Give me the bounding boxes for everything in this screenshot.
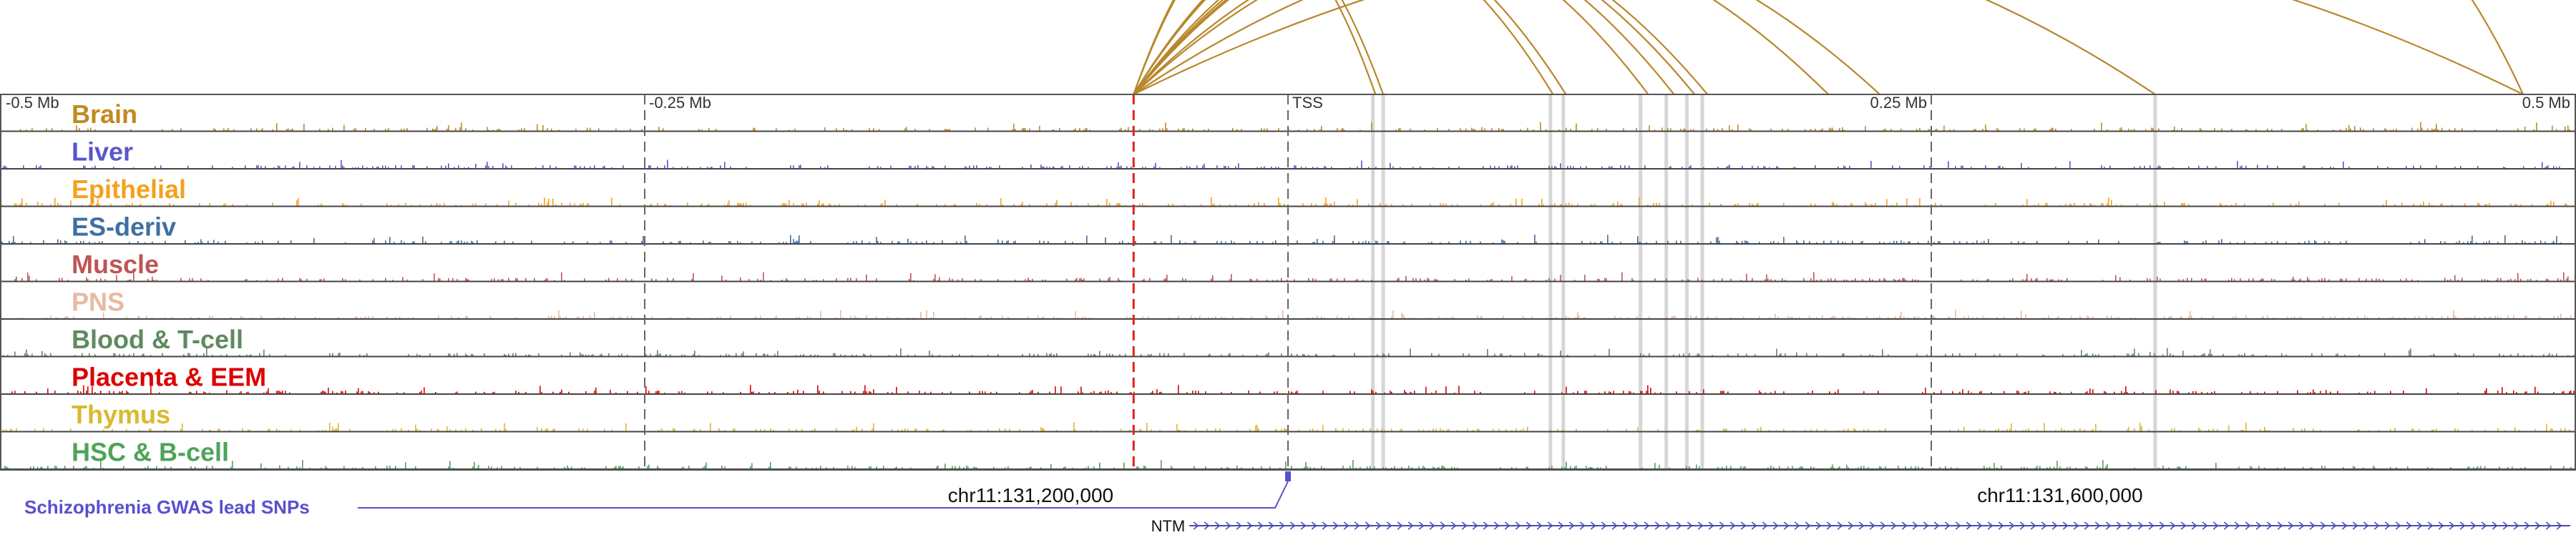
- tick-label: -0.25 Mb: [649, 94, 711, 112]
- track-muscle: Muscle: [1, 250, 2575, 283]
- interaction-arc: [2471, 0, 2524, 95]
- position-axis: -0.5 Mb -0.25 Mb TSS 0.25 Mb 0.5 Mb: [6, 94, 2570, 470]
- tick-label: -0.5 Mb: [6, 94, 59, 112]
- interaction-arc: [1133, 0, 1554, 95]
- track-liver: Liver: [1, 137, 2575, 170]
- annotation-area: Schizophrenia GWAS lead SNPs chr11:131,20…: [24, 471, 2570, 535]
- interaction-arc: [1133, 0, 1385, 95]
- track-blood-t-cell: Blood & T-cell: [1, 325, 2575, 358]
- track-label: Muscle: [72, 250, 159, 279]
- interaction-arc: [1133, 0, 1567, 95]
- signal-peaks: [3, 347, 2575, 356]
- tick-label: TSS: [1292, 94, 1323, 112]
- interaction-arc: [1133, 0, 1377, 95]
- track-label: Placenta & EEM: [72, 363, 266, 392]
- track-es-deriv: ES-deriv: [1, 212, 2575, 245]
- genomic-coordinate-label: chr11:131,200,000: [948, 484, 1113, 506]
- interaction-arc: [1133, 0, 1675, 95]
- signal-peaks: [3, 159, 2560, 168]
- track-label: HSC & B-cell: [72, 438, 229, 467]
- track-label: Brain: [72, 99, 137, 129]
- signal-peaks: [20, 122, 2570, 131]
- gene-strand-arrows: [1193, 521, 2562, 530]
- track-label: Liver: [72, 137, 133, 167]
- tracks-panel: Brain Liver Epithelial ES-deriv Muscle PNS Blo…: [0, 94, 2576, 471]
- signal-peaks: [4, 460, 2572, 468]
- interaction-arc: [1133, 0, 1708, 95]
- gwas-leader-line: [358, 481, 1289, 509]
- signal-peaks: [3, 422, 2570, 431]
- interaction-arc: [1133, 0, 2156, 95]
- track-label: Blood & T-cell: [72, 325, 243, 354]
- track-label: PNS: [72, 288, 125, 317]
- interaction-arc: [1133, 0, 1649, 95]
- signal-peaks: [14, 272, 2569, 281]
- track-label: Thymus: [72, 400, 170, 429]
- genomic-coordinate-label: chr11:131,600,000: [1977, 484, 2142, 506]
- interaction-arc: [1133, 0, 1880, 95]
- signal-peaks: [1, 197, 2567, 206]
- track-label: ES-deriv: [72, 212, 176, 242]
- track-label: Epithelial: [72, 175, 186, 204]
- gene-name-label: NTM: [1151, 517, 1186, 535]
- gwas-track-label: Schizophrenia GWAS lead SNPs: [24, 496, 310, 518]
- signal-peaks: [1, 235, 2562, 243]
- gwas-snp-marker[interactable]: [1285, 471, 1291, 481]
- interaction-arc: [1133, 0, 1696, 95]
- signal-peaks: [11, 385, 2575, 393]
- interaction-arc: [1133, 0, 2524, 95]
- chromatin-interaction-arcs: [1133, 0, 2524, 95]
- tick-label: 0.25 Mb: [1870, 94, 1928, 112]
- interaction-arc: [1133, 0, 1829, 95]
- tick-label: 0.5 Mb: [2522, 94, 2570, 112]
- signal-peaks: [21, 310, 2572, 318]
